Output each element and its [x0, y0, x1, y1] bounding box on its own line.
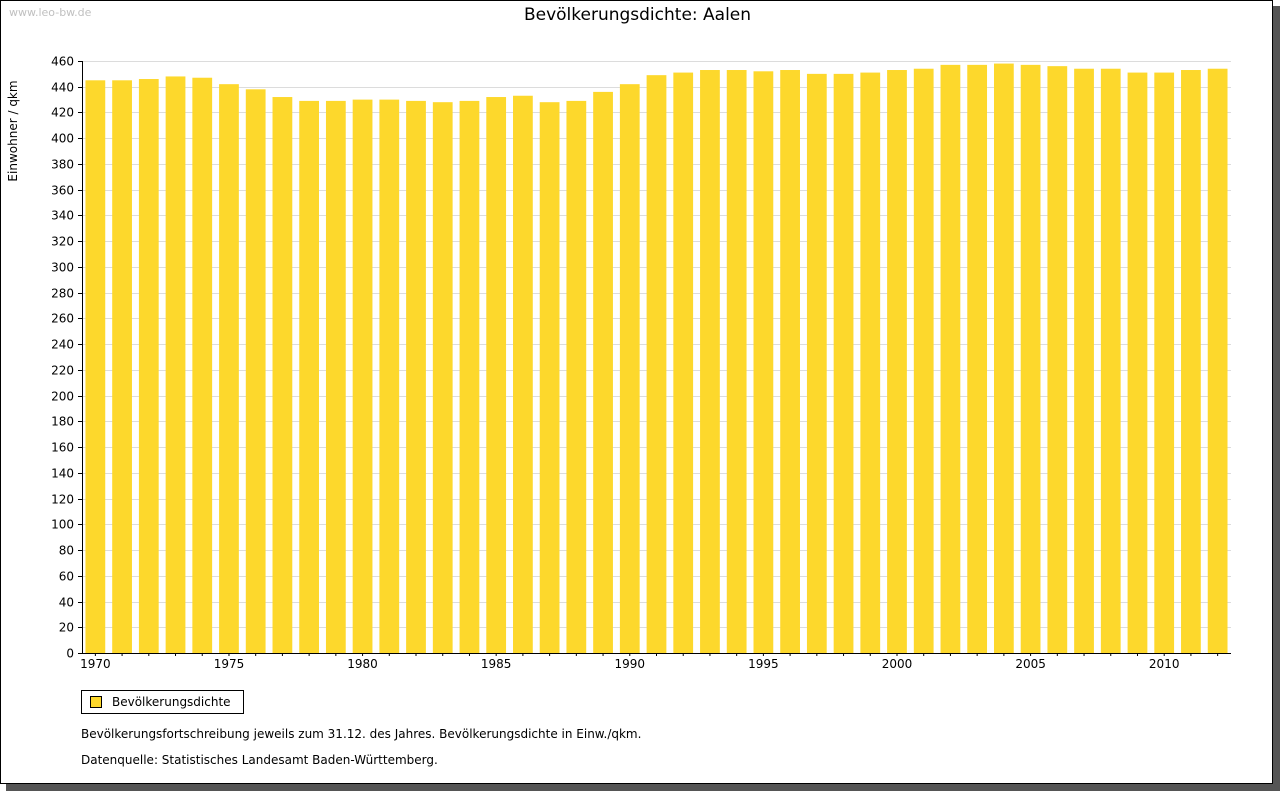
bar [165, 76, 186, 653]
x-tick-label: 2000 [882, 657, 913, 671]
bar [406, 100, 426, 653]
y-axis-title: Einwohner / qkm [6, 80, 20, 181]
bar [379, 99, 400, 654]
legend-swatch [90, 696, 102, 708]
bar [940, 64, 961, 654]
bar [1074, 68, 1094, 654]
y-tick-label: 280 [51, 287, 74, 301]
y-tick-label: 20 [59, 621, 74, 635]
bar [1181, 70, 1201, 653]
chart-title: Bevölkerungsdichte: Aalen [523, 5, 752, 25]
y-tick-label: 440 [51, 81, 74, 95]
bar [325, 100, 346, 653]
bar [1127, 72, 1148, 653]
bar [860, 72, 881, 653]
bar-chart: 0 20 40 60 80 100 120 140 160 180 200 220 240 260 280 3… [6, 55, 1231, 671]
x-tick-label: 2005 [1015, 657, 1046, 671]
y-tick-label: 60 [59, 570, 74, 584]
bar [245, 89, 266, 653]
y-tick-label: 240 [51, 338, 74, 352]
y-tick-label: 420 [51, 106, 74, 120]
y-tick-label: 340 [51, 209, 74, 223]
bar [593, 91, 613, 653]
legend-label: Bevölkerungsdichte [112, 695, 231, 709]
bar [85, 80, 106, 654]
y-tick-label: 120 [51, 493, 74, 507]
bar [566, 100, 587, 653]
bar [539, 102, 560, 654]
x-tick-label: 1975 [214, 657, 245, 671]
bar [513, 95, 533, 653]
x-tick-label: 1990 [615, 657, 646, 671]
bar [1020, 64, 1041, 654]
bar [673, 72, 694, 653]
y-tick-label: 360 [51, 184, 74, 198]
y-tick-label: 220 [51, 364, 74, 378]
bar [993, 63, 1014, 653]
bar [1207, 68, 1228, 654]
bar [432, 102, 453, 654]
bar [780, 70, 800, 653]
y-tick-label: 100 [51, 518, 74, 532]
y-tick-label: 140 [51, 467, 74, 481]
bar [619, 84, 640, 654]
bar [833, 73, 854, 654]
bar [299, 100, 320, 653]
y-tick-label: 320 [51, 235, 74, 249]
bar [459, 100, 480, 653]
bar [646, 75, 667, 653]
bar [913, 68, 934, 654]
watermark: www.leo-bw.de [9, 6, 92, 19]
frame-shadow-right [1273, 6, 1280, 791]
y-tick-label: 380 [51, 158, 74, 172]
y-tick-label: 300 [51, 261, 74, 275]
bar [753, 71, 774, 654]
note-source: Datenquelle: Statistisches Landesamt Bad… [81, 753, 438, 767]
bar [192, 77, 213, 654]
bar [726, 70, 747, 653]
x-tick-label: 2010 [1149, 657, 1180, 671]
x-tick-label: 1995 [748, 657, 779, 671]
x-tick-label: 1970 [80, 657, 111, 671]
bar [1100, 68, 1121, 654]
bar [887, 70, 907, 653]
x-tick-label: 1980 [347, 657, 378, 671]
bar [352, 99, 373, 654]
bar [486, 97, 507, 653]
bar [219, 84, 239, 654]
bar [112, 80, 132, 654]
bar [967, 64, 988, 654]
y-tick-label: 0 [66, 647, 74, 661]
y-tick-label: 260 [51, 312, 74, 326]
y-tick-label: 40 [59, 596, 74, 610]
bar [138, 79, 159, 653]
y-tick-label: 200 [51, 390, 74, 404]
y-tick-label: 460 [51, 55, 74, 69]
y-tick-label: 180 [51, 415, 74, 429]
frame-shadow-bottom [6, 784, 1280, 791]
legend: Bevölkerungsdichte [81, 690, 244, 714]
y-tick-label: 160 [51, 441, 74, 455]
y-tick-label: 80 [59, 544, 74, 558]
bar [700, 70, 720, 653]
x-tick-label: 1985 [481, 657, 512, 671]
bar [1047, 66, 1068, 653]
bar [272, 97, 293, 653]
y-tick-label: 400 [51, 132, 74, 146]
bar [1154, 72, 1175, 653]
bar [806, 73, 827, 654]
note-description: Bevölkerungsfortschreibung jeweils zum 3… [81, 727, 642, 741]
